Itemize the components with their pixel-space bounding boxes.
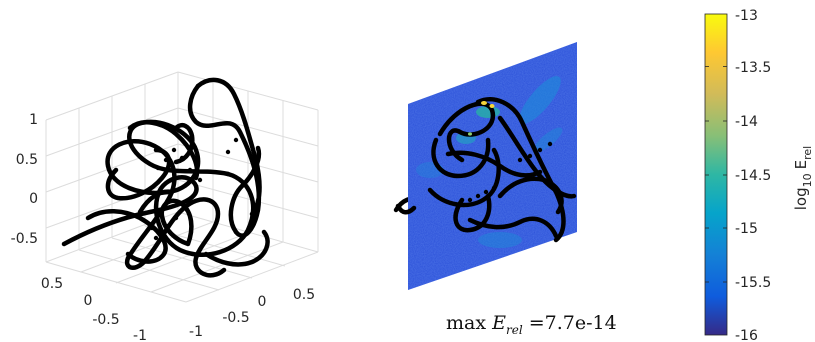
curve-3d — [61, 77, 270, 278]
z-tick-label: 0 — [29, 191, 38, 207]
heatmap-panel — [393, 42, 577, 290]
y-tick-label: 0 — [258, 294, 267, 310]
x-tick-label: 0 — [84, 293, 93, 309]
colorbar-tick-label: -13.5 — [735, 60, 771, 76]
colorbar-label-base: 10 — [801, 173, 814, 187]
x-tick-label: -0.5 — [92, 312, 119, 328]
heatmap-features — [416, 76, 563, 248]
colorbar-label-log: log — [792, 187, 810, 210]
caption-symbol: E — [492, 312, 506, 334]
caption-prefix: max — [446, 312, 487, 334]
svg-text:log10Erel: log10 Erel — [792, 146, 814, 210]
y-tick-label: 0.5 — [293, 287, 315, 303]
colorbar-label: log10 Erel — [792, 146, 814, 210]
y-tick-label: -0.5 — [222, 310, 249, 326]
x-tick-label: 0.5 — [41, 276, 63, 292]
colorbar-tick-label: -14.5 — [735, 168, 771, 184]
curve-left-of-plane — [395, 203, 417, 215]
z-tick-label: -0.5 — [11, 231, 38, 247]
colorbar: -13 -13.5 -14 -14.5 -15 -15.5 -16 log10 E… — [704, 8, 814, 342]
colorbar-tick-label: -13 — [735, 8, 758, 24]
curve-in-plane — [427, 96, 577, 243]
caption-subscript: rel — [505, 322, 523, 337]
curve-in-plane-dots — [467, 141, 553, 203]
z-tick-label: 0.5 — [16, 152, 38, 168]
hotspots — [468, 101, 495, 136]
colorbar-tick-label: -15 — [735, 221, 758, 237]
colorbar-tick-label: -15.5 — [735, 275, 771, 291]
y-tick-label: -1 — [189, 324, 203, 340]
z-tick-label: 1 — [29, 112, 38, 128]
colorbar-tick-label: -16 — [735, 328, 758, 342]
left-3d-axes: 1 0.5 0 -0.5 0.5 0 -0.5 -1 -1 -0.5 0 0.5 — [11, 71, 319, 342]
colorbar-label-var-sub: rel — [801, 146, 814, 160]
caption-value: =7.7e-14 — [528, 312, 617, 334]
x-tick-label: -1 — [133, 328, 147, 342]
colorbar-tick-label: -14 — [735, 114, 758, 130]
max-error-caption: max Erel =7.7e-14 — [446, 312, 617, 337]
colorbar-label-var: E — [792, 160, 810, 169]
curve-3d-dots — [149, 137, 239, 241]
